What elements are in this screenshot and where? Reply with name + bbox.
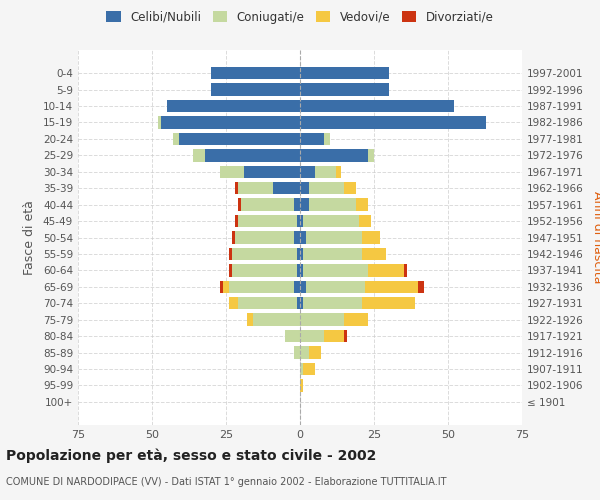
Bar — [297, 264, 300, 276]
Bar — [238, 182, 274, 194]
Bar — [300, 198, 309, 211]
Bar — [300, 346, 309, 358]
Bar — [220, 166, 244, 178]
Bar — [300, 149, 368, 162]
Bar — [247, 314, 253, 326]
Bar — [300, 280, 306, 293]
Bar — [211, 67, 300, 80]
Bar — [300, 264, 303, 276]
Bar — [179, 133, 300, 145]
Bar — [303, 264, 368, 276]
Bar — [418, 280, 424, 293]
Bar — [300, 100, 454, 112]
Bar — [300, 314, 344, 326]
Bar — [300, 133, 323, 145]
Bar — [362, 297, 415, 310]
Bar — [300, 363, 303, 375]
Bar — [167, 100, 300, 112]
Bar — [309, 198, 356, 211]
Bar — [294, 232, 300, 243]
Bar — [368, 264, 404, 276]
Y-axis label: Fasce di età: Fasce di età — [23, 200, 36, 275]
Bar — [303, 248, 362, 260]
Bar — [300, 379, 303, 392]
Bar — [173, 133, 179, 145]
Bar — [241, 198, 294, 211]
Text: Popolazione per età, sesso e stato civile - 2002: Popolazione per età, sesso e stato civil… — [6, 448, 376, 463]
Bar — [365, 280, 418, 293]
Bar — [229, 248, 232, 260]
Bar — [294, 346, 300, 358]
Bar — [294, 198, 300, 211]
Bar — [300, 67, 389, 80]
Bar — [362, 232, 380, 243]
Bar — [335, 166, 341, 178]
Bar — [205, 149, 300, 162]
Bar — [344, 330, 347, 342]
Bar — [235, 215, 238, 227]
Bar — [238, 297, 297, 310]
Bar — [244, 166, 300, 178]
Bar — [300, 330, 323, 342]
Bar — [297, 248, 300, 260]
Bar — [211, 84, 300, 96]
Bar — [303, 215, 359, 227]
Bar — [235, 182, 238, 194]
Bar — [300, 182, 309, 194]
Bar — [309, 182, 344, 194]
Bar — [300, 116, 487, 128]
Bar — [303, 297, 362, 310]
Legend: Celibi/Nubili, Coniugati/e, Vedovi/e, Divorziati/e: Celibi/Nubili, Coniugati/e, Vedovi/e, Di… — [101, 6, 499, 28]
Bar — [274, 182, 300, 194]
Bar — [232, 264, 297, 276]
Bar — [223, 280, 229, 293]
Bar — [193, 149, 205, 162]
Bar — [356, 198, 368, 211]
Bar — [306, 280, 365, 293]
Bar — [161, 116, 300, 128]
Bar — [344, 182, 356, 194]
Bar — [300, 248, 303, 260]
Bar — [297, 297, 300, 310]
Bar — [235, 232, 294, 243]
Bar — [323, 330, 344, 342]
Bar — [220, 280, 223, 293]
Bar — [297, 215, 300, 227]
Bar — [368, 149, 374, 162]
Bar — [285, 330, 300, 342]
Bar — [404, 264, 407, 276]
Bar — [300, 166, 315, 178]
Bar — [229, 280, 294, 293]
Bar — [294, 280, 300, 293]
Bar — [300, 297, 303, 310]
Bar — [300, 84, 389, 96]
Bar — [232, 232, 235, 243]
Y-axis label: Anni di nascita: Anni di nascita — [590, 191, 600, 284]
Bar — [300, 215, 303, 227]
Bar — [229, 264, 232, 276]
Bar — [344, 314, 368, 326]
Bar — [359, 215, 371, 227]
Bar — [362, 248, 386, 260]
Bar — [253, 314, 300, 326]
Text: COMUNE DI NARDODIPACE (VV) - Dati ISTAT 1° gennaio 2002 - Elaborazione TUTTITALI: COMUNE DI NARDODIPACE (VV) - Dati ISTAT … — [6, 477, 446, 487]
Bar — [323, 133, 329, 145]
Bar — [309, 346, 321, 358]
Bar — [238, 215, 297, 227]
Bar — [315, 166, 335, 178]
Bar — [238, 198, 241, 211]
Bar — [303, 363, 315, 375]
Bar — [232, 248, 297, 260]
Bar — [306, 232, 362, 243]
Bar — [158, 116, 161, 128]
Bar — [229, 297, 238, 310]
Bar — [300, 232, 306, 243]
